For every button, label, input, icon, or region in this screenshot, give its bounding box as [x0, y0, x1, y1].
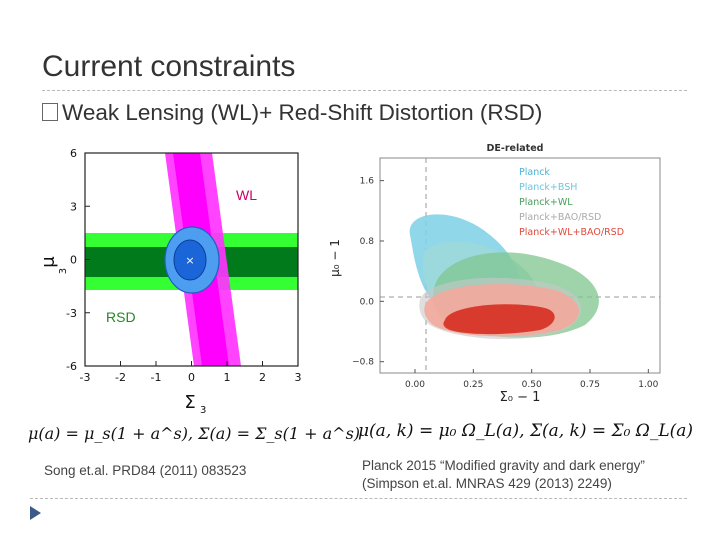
footer-divider	[30, 498, 687, 499]
right-ytick-label: 0.0	[360, 297, 375, 307]
right-ytick-label: −0.8	[352, 358, 374, 368]
left-ytick-label: 0	[70, 254, 77, 267]
legend-entry: Planck+BSH	[519, 182, 577, 193]
right-xtick-label: 1.00	[638, 380, 658, 390]
legend-entry: Planck+WL	[519, 197, 573, 208]
left-xtick-label: 0	[188, 371, 195, 384]
slide-title: Current constraints	[42, 50, 296, 83]
left-citation: Song et.al. PRD84 (2011) 083523	[44, 463, 247, 478]
legend-entry: Planck+BAO/RSD	[519, 212, 601, 223]
right-plot-frame	[379, 157, 661, 374]
left-xtick-label: -2	[115, 371, 126, 384]
left-xtick-label: 1	[224, 371, 231, 384]
left-formula: μ(a) = μ_s(1 + a^s), Σ(a) = Σ_s(1 + a^s)	[28, 424, 361, 443]
right-ylabel: μ₀ − 1	[328, 239, 342, 277]
right-xlabel: Σ₀ − 1	[500, 390, 541, 405]
right-xtick-label: 0.50	[522, 380, 542, 390]
joint-inner-contour	[173, 239, 207, 281]
left-ylabel: μ	[40, 256, 59, 268]
left-xtick-label: -1	[151, 371, 162, 384]
right-xtick-label: 0.75	[580, 380, 600, 390]
right-citation-line-2: (Simpson et.al. MNRAS 429 (2013) 2249)	[362, 476, 612, 491]
left-xtick-label: 3	[295, 371, 302, 384]
right-xtick-label: 0.25	[463, 380, 483, 390]
right-ytick-label: 0.8	[360, 237, 375, 247]
left-ytick-label: 3	[70, 200, 77, 213]
bullet-line: Weak Lensing (WL)+ Red-Shift Distortion …	[42, 100, 542, 126]
right-xtick-label: 0.00	[405, 380, 425, 390]
right-ytick-label: 1.6	[360, 177, 375, 187]
left-ytick-label: 6	[70, 147, 77, 160]
legend-entry: Planck	[519, 167, 550, 178]
right-legend: Planck Planck+BSH Planck+WL Planck+BAO/RSD P…	[519, 167, 624, 238]
left-xlabel-sub: 3	[200, 405, 206, 416]
left-ytick-label: -6	[66, 360, 77, 373]
title-divider	[42, 90, 687, 91]
left-ytick-label: -3	[66, 307, 77, 320]
next-arrow-icon[interactable]	[30, 506, 41, 520]
left-xtick-label: -3	[80, 371, 91, 384]
right-citation: Planck 2015 “Modified gravity and dark e…	[362, 457, 645, 493]
right-formula: μ(a, k) = μ₀ Ω_L(a), Σ(a, k) = Σ₀ Ω_L(a)	[358, 421, 694, 441]
right-plot: 0.00 0.25 0.50 0.75 1.00 −0.8 0.0 0.8 1.6 DE-rel…	[328, 143, 661, 405]
bullet-text: Weak Lensing (WL)+ Red-Shift Distortion …	[62, 100, 543, 125]
right-panel-title: DE-related	[487, 143, 544, 154]
rsd-label: RSD	[106, 309, 136, 325]
best-fit-marker: ×	[185, 254, 194, 267]
left-xtick-label: 2	[259, 371, 266, 384]
right-citation-line-1: Planck 2015 “Modified gravity and dark e…	[362, 458, 645, 473]
contour-combined-inner	[443, 304, 555, 335]
left-ylabel-sub: 3	[58, 268, 69, 274]
legend-entry: Planck+WL+BAO/RSD	[519, 227, 624, 238]
left-xlabel: Σ	[184, 392, 195, 413]
right-plot-ticks: 0.00 0.25 0.50 0.75 1.00 −0.8 0.0 0.8 1.6	[352, 177, 658, 390]
wl-label: WL	[236, 187, 257, 203]
bullet-box-icon	[42, 103, 58, 121]
